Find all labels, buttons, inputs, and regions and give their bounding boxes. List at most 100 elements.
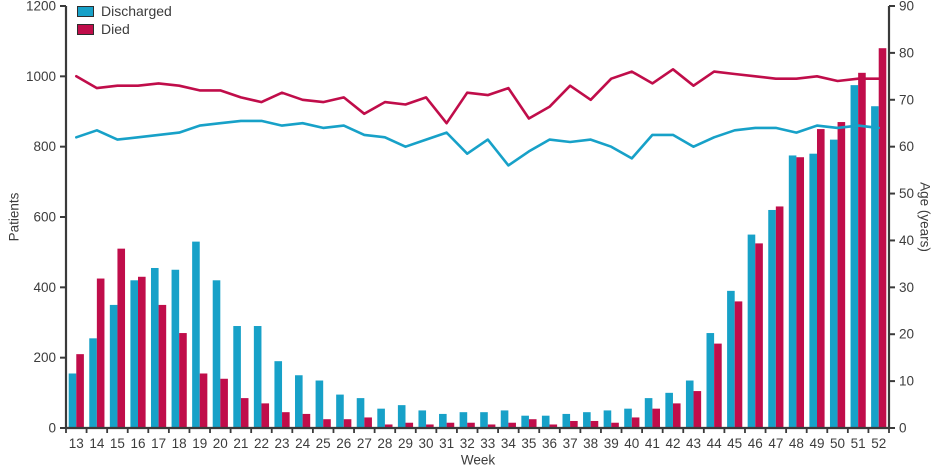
axes (64, 6, 891, 430)
week-tick-label: 46 (748, 436, 763, 451)
died-bar (528, 419, 537, 428)
left-tick-label: 800 (33, 139, 56, 154)
week-tick-label: 17 (151, 436, 166, 451)
died-bar (446, 422, 455, 428)
week-tick-label: 47 (768, 436, 783, 451)
discharged-bar (809, 153, 817, 428)
discharged-bar (253, 326, 262, 428)
left-tick-label: 1200 (26, 0, 56, 14)
right-axis-ticks: 0 10 20 30 40 50 60 70 80 90 (889, 0, 914, 436)
week-tick-label: 23 (275, 436, 290, 451)
discharged-bar (233, 326, 241, 428)
right-tick-label: 10 (899, 374, 914, 389)
discharged-bar (459, 412, 468, 428)
died-bar (775, 206, 784, 428)
died-bar (384, 424, 393, 428)
left-tick-label: 1000 (26, 69, 56, 84)
died-bar (508, 422, 516, 428)
right-tick-label: 0 (899, 421, 907, 436)
legend-item-died: Died (77, 20, 172, 38)
died-bar (570, 420, 578, 428)
discharged-bar (541, 415, 550, 428)
died-bar (878, 48, 887, 428)
week-tick-label: 48 (789, 436, 804, 451)
died-bar (734, 301, 743, 428)
died-bar (364, 417, 372, 428)
x-axis-title: Week (460, 452, 496, 468)
week-tick-label: 14 (89, 436, 105, 451)
week-tick-label: 33 (480, 436, 495, 451)
died-bar (467, 422, 475, 428)
week-tick-label: 49 (809, 436, 824, 451)
discharged-bar (68, 373, 77, 428)
week-tick-label: 28 (377, 436, 392, 451)
died-bar (199, 373, 208, 428)
left-tick-label: 200 (33, 350, 56, 365)
week-tick-label: 26 (336, 436, 351, 451)
right-tick-label: 70 (899, 92, 914, 107)
week-tick-label: 42 (665, 436, 680, 451)
week-tick-label: 16 (130, 436, 145, 451)
died-bar (158, 304, 167, 428)
discharged-bar (480, 412, 488, 428)
died-bar (590, 420, 599, 428)
week-tick-label: 34 (501, 436, 517, 451)
died-bar (323, 419, 331, 428)
discharged-bar (727, 290, 735, 428)
week-tick-label: 41 (645, 436, 660, 451)
week-tick-label: 18 (172, 436, 187, 451)
died-bar (652, 408, 660, 428)
died-bar (240, 398, 249, 428)
discharged-bar (192, 241, 200, 428)
discharged-bar (871, 106, 879, 428)
left-tick-label: 400 (33, 280, 56, 295)
legend: Discharged Died (77, 2, 172, 38)
died-bar (179, 333, 187, 428)
discharged-bar (788, 155, 797, 428)
discharged-bar (603, 410, 612, 428)
bars-discharged (68, 85, 879, 429)
week-tick-label: 20 (213, 436, 228, 451)
left-tick-label: 600 (33, 210, 56, 225)
died-bar (631, 417, 640, 428)
died-bar (693, 391, 702, 428)
discharged-bar (685, 380, 694, 428)
discharged-bar (500, 410, 509, 428)
died-bar (816, 129, 825, 428)
died-bar (611, 422, 619, 428)
died-bar (302, 413, 311, 428)
discharged-bar (768, 209, 776, 428)
week-tick-label: 29 (398, 436, 413, 451)
week-tick-label: 39 (604, 436, 619, 451)
x-axis-ticks: 13 14 15 16 17 18 19 20 21 22 23 24 25 26 27 28 29 30 31 32… (65, 428, 890, 451)
week-tick-label: 27 (357, 436, 372, 451)
week-tick-label: 13 (69, 436, 84, 451)
right-tick-label: 60 (899, 139, 914, 154)
died-bar (796, 157, 805, 428)
discharged-bar (418, 410, 427, 428)
week-tick-label: 50 (830, 436, 845, 451)
died-bar (755, 243, 763, 429)
died-bar (672, 403, 681, 428)
right-tick-label: 80 (899, 45, 914, 60)
died-bar (405, 422, 414, 428)
discharged-bar (171, 269, 180, 428)
died-bar (343, 419, 352, 428)
bars-died (76, 48, 887, 429)
discharged-bar (377, 408, 385, 428)
died-bar (426, 424, 434, 428)
week-tick-label: 30 (419, 436, 434, 451)
discharged-bar (706, 333, 715, 428)
left-tick-label: 0 (48, 421, 56, 436)
discharged-bar (109, 304, 118, 428)
discharged-bar (624, 408, 632, 428)
discharged-bar (850, 85, 859, 429)
week-tick-label: 15 (110, 436, 125, 451)
right-axis-title: Age (years) (917, 182, 933, 252)
week-tick-label: 40 (624, 436, 639, 451)
legend-label-died: Died (101, 21, 130, 37)
left-axis-title: Patients (6, 192, 22, 242)
week-tick-label: 38 (583, 436, 598, 451)
week-tick-label: 36 (542, 436, 557, 451)
died-bar (858, 72, 866, 428)
